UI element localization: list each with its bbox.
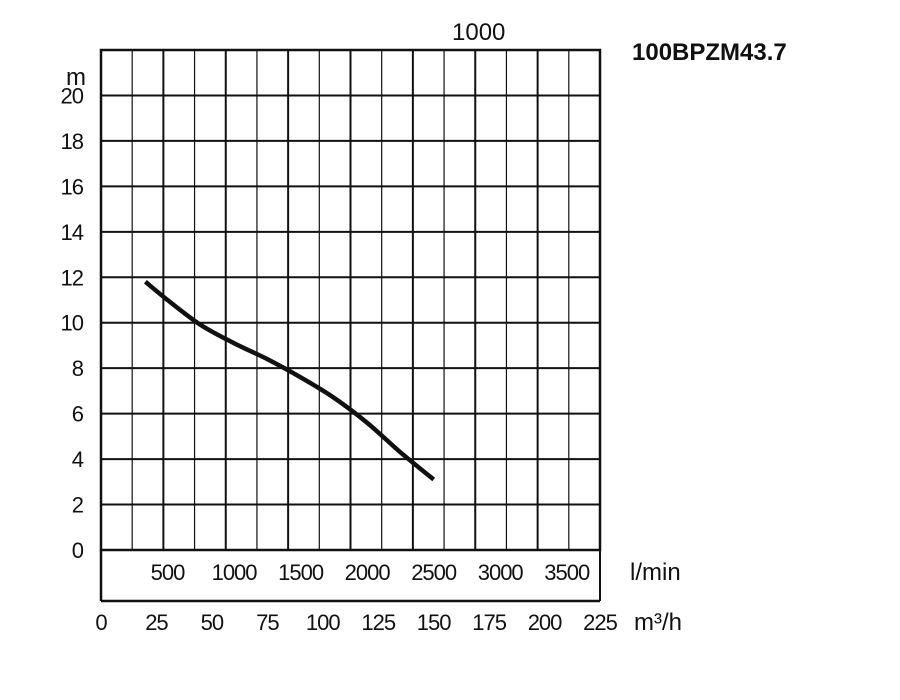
top-flow-label: 1000 (452, 19, 505, 46)
pump-curve-line (143, 280, 436, 482)
y-tick-label: 8 (72, 356, 84, 381)
lmin-tick-label: 1500 (278, 560, 324, 585)
m3h-tick-label: 50 (201, 610, 224, 635)
m3h-tick-label: 175 (472, 610, 506, 635)
y-tick-label: 10 (61, 311, 84, 336)
model-label: 100BPZM43.7 (632, 39, 787, 66)
lmin-tick-label: 2500 (411, 560, 457, 585)
m3h-tick-label: 125 (361, 610, 395, 635)
y-unit-label: m (66, 64, 86, 91)
lmin-tick-label: 2000 (345, 560, 391, 585)
m3h-tick-label: 100 (306, 610, 340, 635)
y-tick-label: 4 (72, 447, 84, 472)
y-tick-label: 0 (72, 538, 84, 563)
lmin-tick-label: 1000 (212, 560, 258, 585)
m3h-tick-label: 75 (256, 610, 279, 635)
m3h-tick-labels: 0 25 50 75 100 125 150 175 200 225 (95, 610, 618, 635)
y-tick-label: 12 (61, 265, 84, 290)
axis-labels: 100BPZM43.7 1000 m l/min m³/h (66, 19, 787, 636)
m3h-tick-label: 225 (583, 610, 617, 635)
y-tick-label: 2 (72, 493, 84, 518)
lmin-unit-label: l/min (630, 559, 681, 586)
y-tick-label: 14 (61, 220, 84, 245)
y-tick-label: 18 (61, 129, 84, 154)
m3h-tick-label: 200 (528, 610, 562, 635)
m3h-unit-label: m³/h (634, 609, 682, 636)
y-tick-label: 20 (61, 83, 84, 108)
lmin-tick-labels: 500 1000 1500 2000 2500 3000 3500 (151, 560, 591, 585)
curve-layer (143, 280, 436, 482)
m3h-tick-label: 0 (95, 610, 107, 635)
lmin-tick-label: 3500 (544, 560, 590, 585)
y-tick-labels: 0 2 4 6 8 10 12 14 16 18 20 (61, 83, 85, 563)
chart-frame (99, 48, 602, 603)
y-tick-label: 16 (61, 174, 84, 199)
lmin-tick-label: 500 (151, 560, 185, 585)
plot-border (99, 48, 602, 552)
m3h-tick-label: 150 (417, 610, 451, 635)
m3h-tick-label: 25 (145, 610, 168, 635)
lmin-tick-label: 3000 (478, 560, 524, 585)
chart-grid (101, 50, 600, 550)
y-tick-label: 6 (72, 402, 84, 427)
